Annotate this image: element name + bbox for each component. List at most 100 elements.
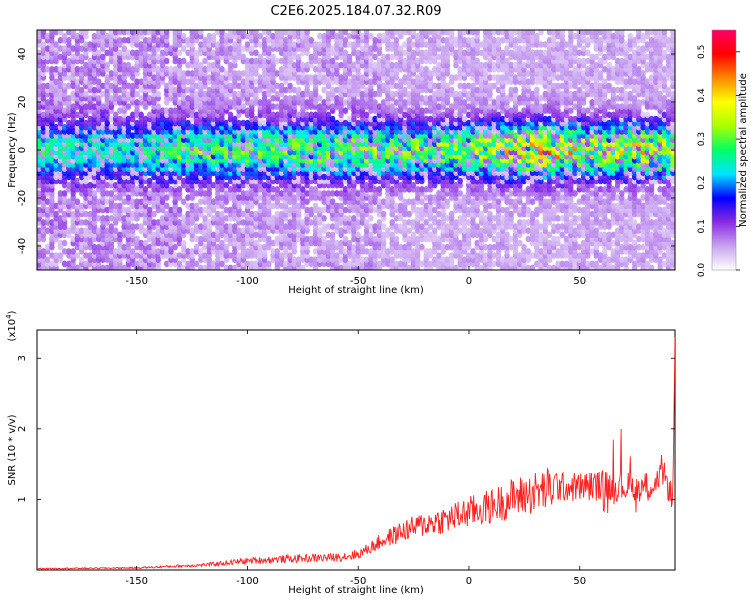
spectrogram-cell [66,74,72,81]
spectrogram-cell [87,94,93,102]
spectrogram-cell [74,32,81,40]
spectrogram-cell [40,219,47,226]
spectrogram-cell [104,74,110,81]
spectrogram-cell [104,264,110,270]
spectrogram-cell [61,82,68,90]
spectrogram-cell [129,248,136,255]
spectrogram-cell [66,82,72,90]
spectrogram-cell [419,223,425,230]
spectrogram-cell [108,94,115,102]
spectrogram-cell [104,214,110,222]
spectrogram-cell [66,181,72,189]
spectrogram-cell [180,32,187,40]
spectrogram-cell [419,198,425,206]
spectrogram-cell [78,219,85,226]
spectrogram-cell [108,190,115,197]
spectrogram-cell [83,61,89,69]
spectrogram-cell [78,256,85,264]
spectrogram-cell [372,99,378,106]
spectrogram-cell [346,53,353,61]
spectrogram-cell [355,231,361,239]
spectrogram-cell [66,119,72,127]
spectrogram-cell [163,194,170,201]
spectrogram-cell [104,227,110,235]
spectrogram-cell [427,223,434,230]
spectrogram-cell [108,223,115,230]
spectrogram-cell [66,57,72,65]
spectrogram-cell [100,264,106,270]
spectrogram-cell [61,239,68,247]
spectrogram-cell [108,123,115,131]
spectrogram-cell [321,214,327,222]
spectrogram-cell [108,70,115,77]
spectrogram-cell [436,252,442,259]
spectrogram-cell [329,57,336,65]
spectrogram-cell [53,202,59,210]
spectrogram-cell [402,86,408,94]
spectrogram-cell [87,57,93,65]
spectrogram-cell [112,181,119,189]
spectrogram-cell [380,223,387,230]
spectrogram-cell [419,243,425,251]
spectrogram-cell [53,30,59,36]
spectrogram-cell [40,41,47,48]
spectrogram-cell [83,252,89,259]
spectrogram-cell [78,202,85,210]
spectrogram-cell [87,210,93,218]
spectrogram-cell [329,115,336,123]
spectrogram-cell [78,30,85,36]
spectrogram-cell [70,90,76,98]
spectrogram-cell [87,181,93,189]
spectrogram-cell [176,206,183,214]
spectrogram-cell [83,119,89,127]
spectrogram-cell [112,227,119,235]
spectrogram-cell [474,223,480,230]
spectrogram-cell [410,231,417,239]
spectrogram-cell [321,235,327,243]
spectrogram-cell [163,57,170,65]
spectrogram-cell [104,49,110,57]
spectrogram-cell [40,248,47,255]
spectrogram-cell [266,260,272,268]
spectrogram-cell [125,61,132,69]
spectrogram-cell [219,65,225,73]
spectrogram-cell [100,123,106,131]
spectrogram-cell [363,111,370,119]
spectrogram-cell [78,86,85,94]
spectrogram-cell [180,239,187,247]
spectrogram-cell [66,198,72,206]
spectrogram-cell [393,235,400,243]
spectrogram-cell [83,30,89,36]
spectrogram-cell [57,65,64,73]
spectrogram-cell [410,181,417,189]
spectrogram-cell [37,30,42,36]
spectrogram-cell [91,103,98,110]
spectrogram-cell [346,239,353,247]
spectrogram-cell [61,210,68,218]
spectrogram-cell [57,45,64,52]
spectrogram-cell [74,198,81,206]
spectrogram-cell [83,78,89,86]
spectrogram-cell [457,190,463,197]
spectrogram-cell [40,30,47,36]
spectrogram-cell [57,214,64,222]
spectrogram-cell [37,243,42,251]
spectrogram-cell [266,99,272,106]
spectrogram-cell [83,210,89,218]
spectrogram-cell [70,248,76,255]
spectrogram-cell [70,53,76,61]
spectrogram-cell [95,214,102,222]
spectrogram-cell [49,65,55,73]
spectrogram-cell [74,78,81,86]
spectrogram-cell [53,210,59,218]
spectrogram-cell [244,41,251,48]
spectrogram-cell [74,264,81,270]
spectrogram-cell [83,41,89,48]
spectrogram-cell [91,32,98,40]
spectrogram-cell [49,252,55,259]
spectrogram-cell [163,202,170,210]
spectrogram-cell [112,248,119,255]
spectrogram-cell [83,103,89,110]
spectrogram-cell [70,235,76,243]
